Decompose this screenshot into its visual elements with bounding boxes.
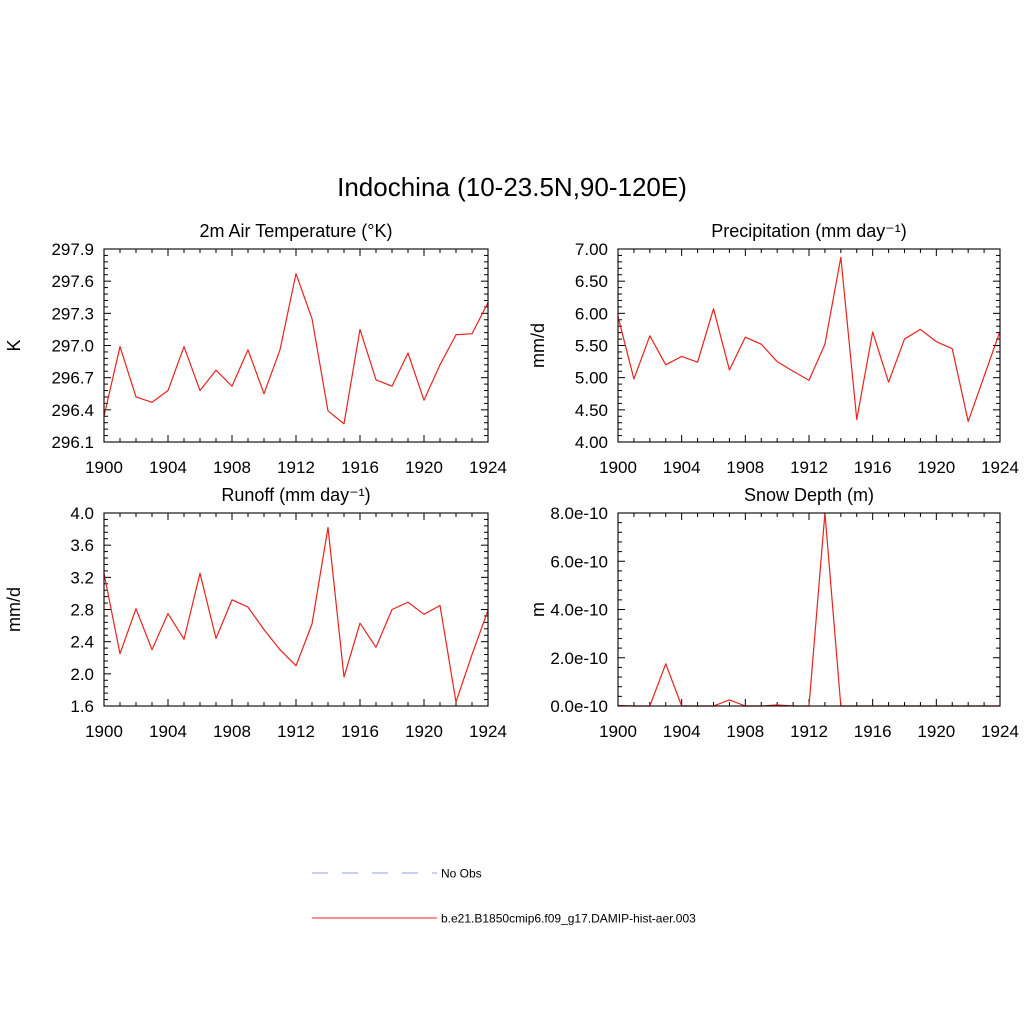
y-tick-label: 2.4 [70,633,94,652]
x-tick-label: 1908 [213,722,251,741]
x-tick-label: 1904 [149,458,187,477]
panel-2m-air-temperature: 2m Air Temperature (°K) K 1900 1904 1908 1912… [4,221,507,477]
panel-title-snow-depth: Snow Depth (m) [744,485,874,505]
x-tick-label: 1912 [277,722,315,741]
x-tick-label: 1920 [917,722,955,741]
panel-title-2m-air-temperature: 2m Air Temperature (°K) [200,221,393,241]
y-tick-label: 3.2 [70,568,94,587]
y-tick-label: 4.0e-10 [550,601,608,620]
x-tick-label: 1900 [85,458,123,477]
y-axis-label-snow-depth: m [528,602,548,617]
y-tick-label: 297.0 [51,337,94,356]
x-tick-label: 1912 [790,458,828,477]
y-tick-label: 297.3 [51,304,94,323]
plot-frame-precipitation [617,248,1001,443]
y-tick-label: 6.50 [575,272,608,291]
y-tick-label: 296.1 [51,433,94,452]
x-tick-label: 1904 [663,722,701,741]
x-tick-label: 1912 [277,458,315,477]
x-tick-label: 1908 [726,722,764,741]
x-tick-label: 1924 [469,458,507,477]
legend-label-no-obs: No Obs [441,867,482,881]
y-tick-label: 2.0 [70,665,94,684]
series-line-runoff [103,526,489,703]
plot-frame-runoff [103,512,489,707]
y-tick-label: 2.0e-10 [550,649,608,668]
x-tick-label: 1920 [405,722,443,741]
y-tick-label: 4.00 [575,433,608,452]
panels: 2m Air Temperature (°K) K 1900 1904 1908 1912… [4,221,1019,741]
x-tick-label: 1900 [599,458,637,477]
x-tick-label: 1908 [726,458,764,477]
x-tick-label: 1924 [981,458,1019,477]
plot-frame-2m-air-temperature [103,248,489,443]
legend-label-model: b.e21.B1850cmip6.f09_g17.DAMIP-hist-aer.… [441,912,696,926]
x-tick-label: 1924 [469,722,507,741]
y-axis-label-runoff: mm/d [4,587,24,632]
panel-snow-depth: Snow Depth (m) m 1900 1904 1908 1912 1916 1920 1… [528,485,1019,741]
series-line-2m-air-temperature [103,273,489,425]
y-tick-label: 2.8 [70,601,94,620]
x-tick-label: 1924 [981,722,1019,741]
x-tick-label: 1908 [213,458,251,477]
x-tick-label: 1900 [599,722,637,741]
y-tick-label: 4.50 [575,401,608,420]
y-tick-label: 296.7 [51,369,94,388]
y-tick-label: 1.6 [70,697,94,716]
y-tick-label: 4.0 [70,504,94,523]
panel-precipitation: Precipitation (mm day⁻¹) mm/d 1900 1904 1908… [528,221,1019,477]
panel-title-precipitation: Precipitation (mm day⁻¹) [711,221,907,241]
x-tick-label: 1912 [790,722,828,741]
figure-title: Indochina (10-23.5N,90-120E) [337,172,687,202]
y-tick-label: 5.50 [575,337,608,356]
x-tick-label: 1916 [854,722,892,741]
x-tick-label: 1920 [917,458,955,477]
y-tick-label: 0.0e-10 [550,697,608,716]
series-line-precipitation [617,256,1001,423]
y-tick-label: 8.0e-10 [550,504,608,523]
series-line-snow-depth [617,512,1000,707]
y-tick-label: 296.4 [51,401,94,420]
y-tick-label: 297.6 [51,272,94,291]
y-tick-label: 5.00 [575,369,608,388]
y-tick-label: 3.6 [70,536,94,555]
x-tick-label: 1904 [663,458,701,477]
x-tick-label: 1916 [341,722,379,741]
y-tick-label: 7.00 [575,240,608,259]
x-tick-label: 1920 [405,458,443,477]
x-tick-label: 1900 [85,722,123,741]
panel-title-runoff: Runoff (mm day⁻¹) [221,485,370,505]
legend: No Obs b.e21.B1850cmip6.f09_g17.DAMIP-hi… [312,867,696,926]
x-tick-label: 1904 [149,722,187,741]
y-axis-label-precipitation: mm/d [528,323,548,368]
panel-runoff: Runoff (mm day⁻¹) mm/d 1900 1904 1908 1912 191… [4,485,507,741]
plot-frame-snow-depth [617,512,1001,707]
y-tick-label: 297.9 [51,240,94,259]
y-axis-label-2m-air-temperature: K [4,339,24,351]
y-tick-label: 6.0e-10 [550,552,608,571]
y-tick-label: 6.00 [575,304,608,323]
x-tick-label: 1916 [854,458,892,477]
x-tick-label: 1916 [341,458,379,477]
